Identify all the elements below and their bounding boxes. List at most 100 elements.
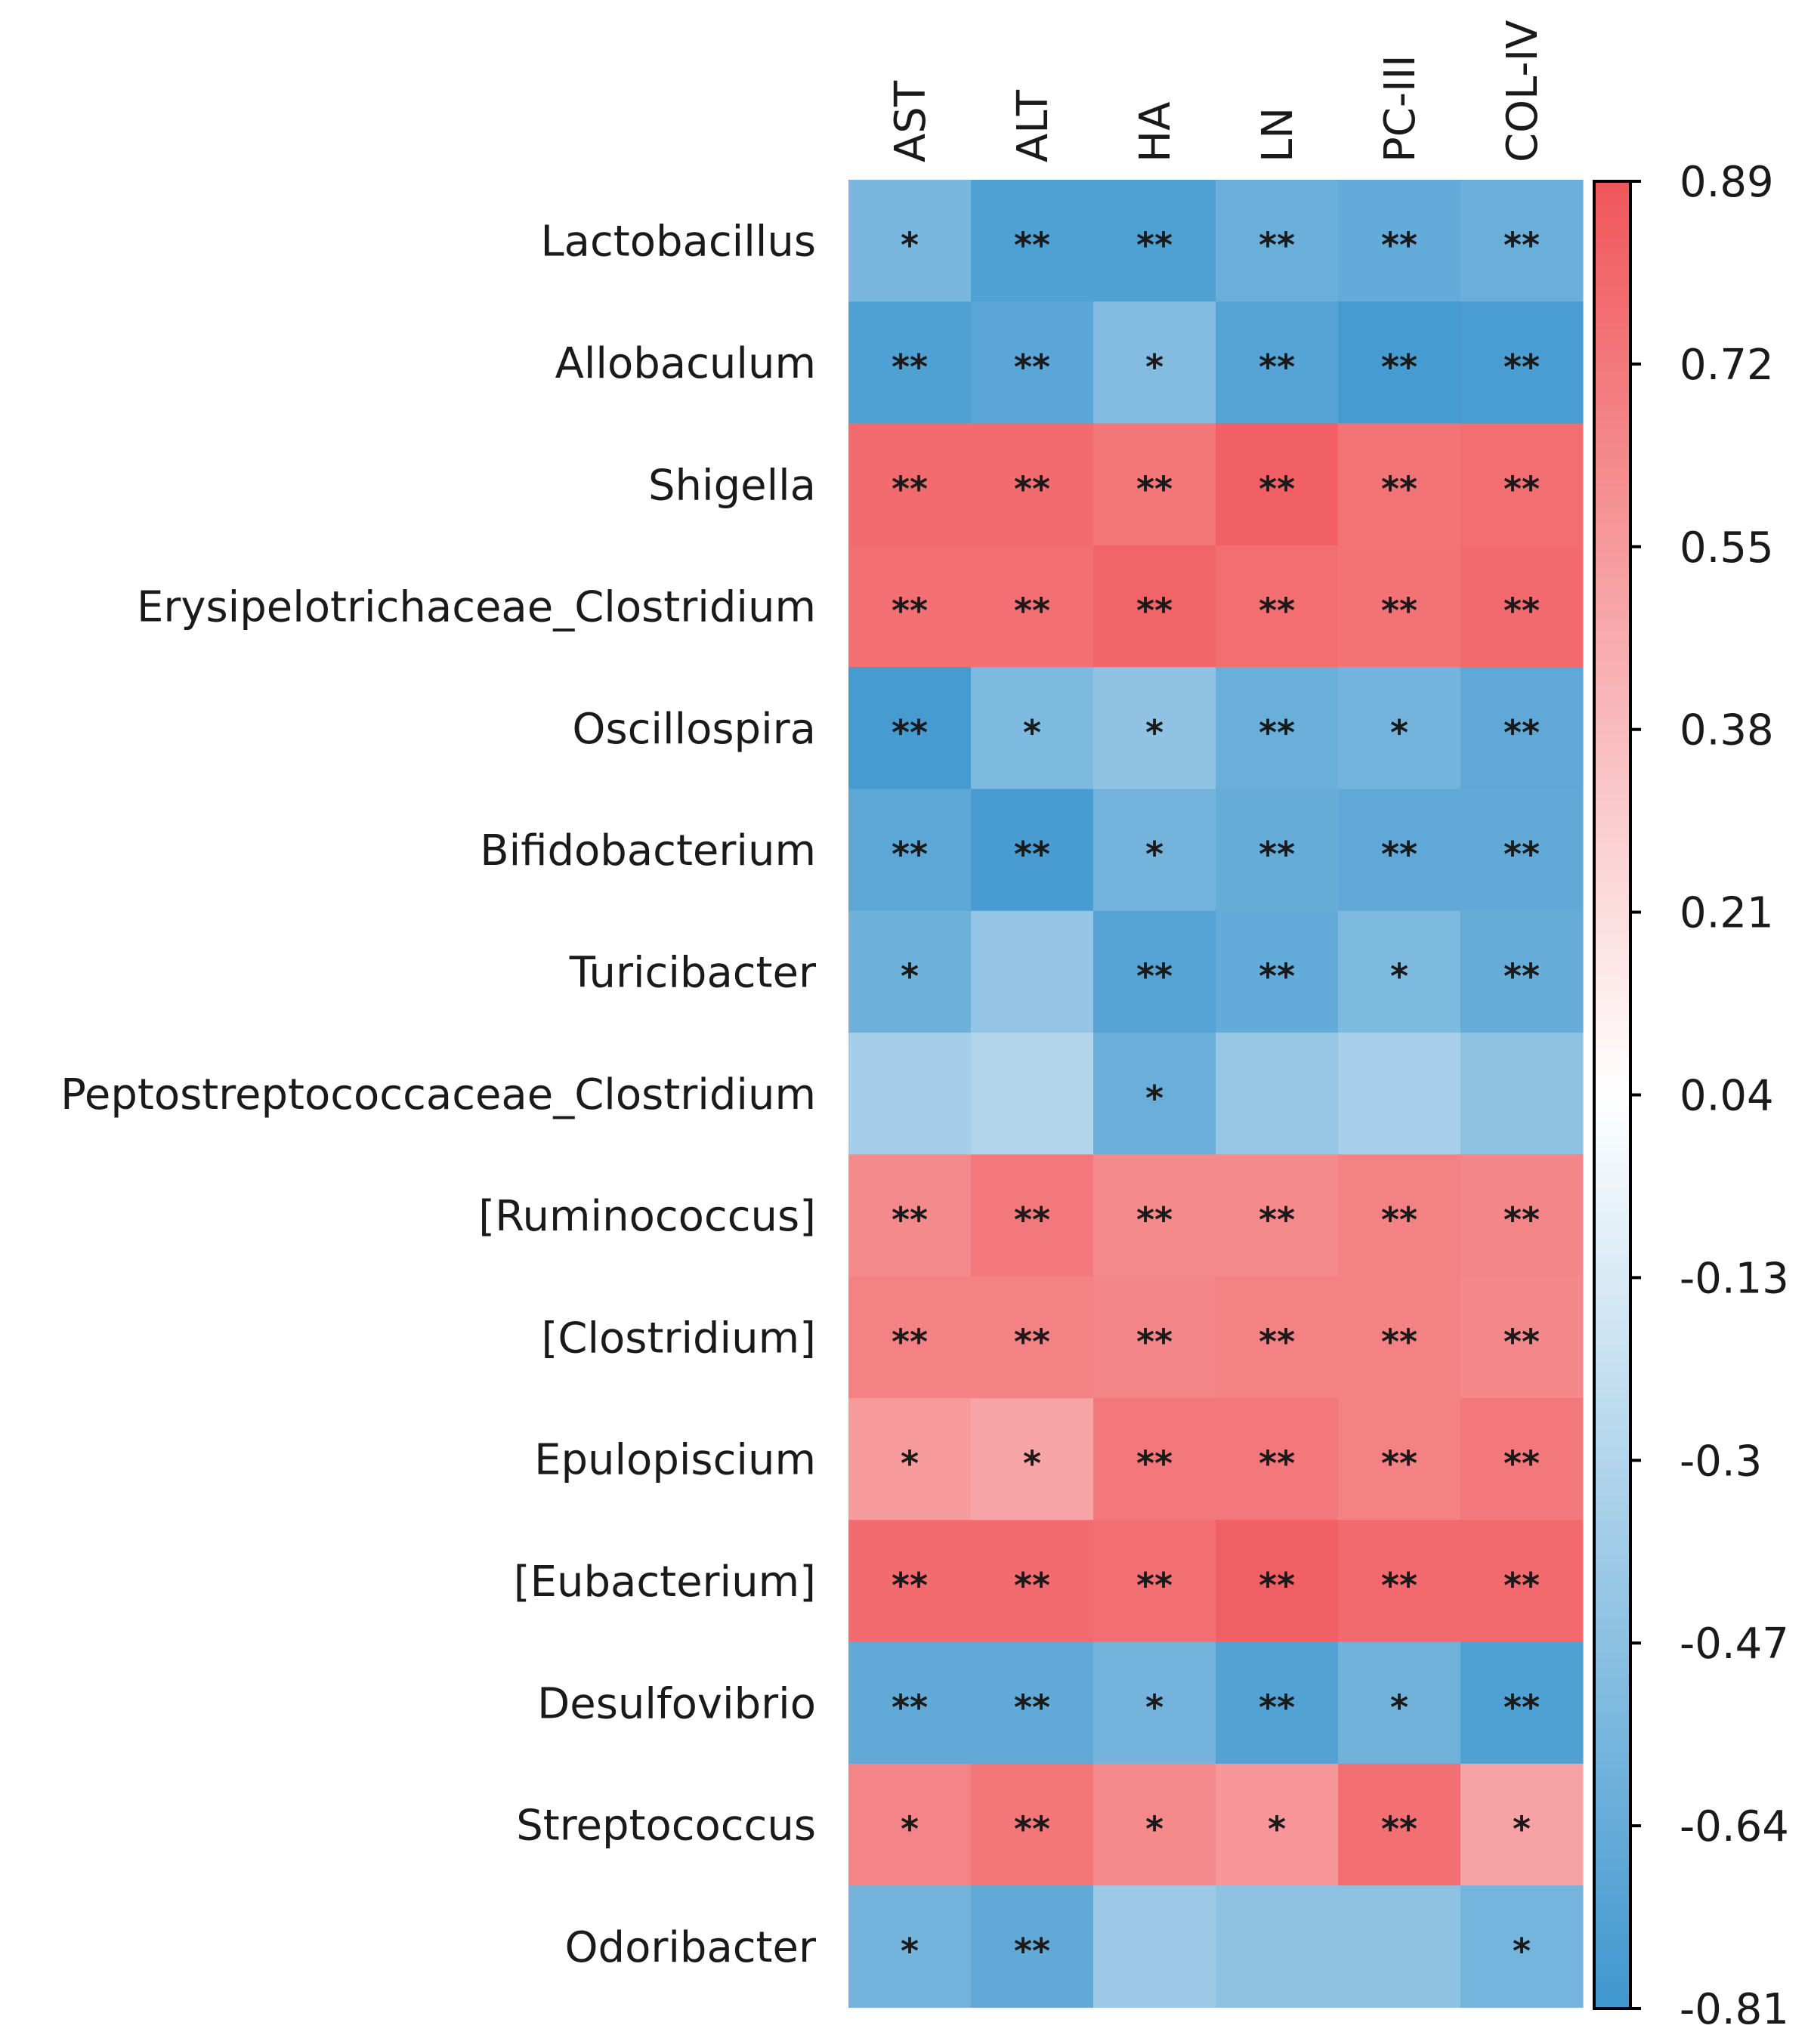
heatmap-cell <box>848 1885 972 2008</box>
heatmap-cell <box>1460 667 1584 790</box>
heatmap-cell <box>1093 667 1216 790</box>
significance-mark: ** <box>1504 1443 1540 1484</box>
heatmap-cell <box>1460 1398 1584 1521</box>
column-label: ALT <box>1009 89 1058 162</box>
heatmap-cell <box>1216 1763 1339 1886</box>
column-labels: AST ALT HA LN PC-III COL-IV <box>886 20 1547 162</box>
significance-mark: ** <box>1136 225 1173 266</box>
colorbar-tick-label: 0.55 <box>1680 523 1774 573</box>
heatmap-cell <box>1216 1154 1339 1277</box>
significance-mark: ** <box>1259 347 1295 387</box>
significance-mark: ** <box>1504 225 1540 266</box>
significance-mark: ** <box>1381 834 1417 875</box>
row-label: [Eubacterium] <box>514 1558 816 1607</box>
row-label: Odoribacter <box>564 1923 817 1972</box>
significance-mark: ** <box>1259 1565 1295 1606</box>
significance-mark: ** <box>1136 956 1173 996</box>
significance-mark: ** <box>1381 468 1417 509</box>
heatmap-cell <box>1460 1763 1584 1886</box>
significance-mark: * <box>1513 1931 1531 1971</box>
significance-mark: ** <box>1381 1321 1417 1362</box>
heatmap-cell <box>971 910 1094 1033</box>
significance-mark: ** <box>1014 591 1050 631</box>
heatmap-cell <box>1093 1033 1216 1155</box>
heatmap-cell <box>848 1033 972 1155</box>
heatmap-cell <box>1093 1520 1216 1643</box>
heatmap-cell <box>1460 789 1584 912</box>
heatmap-cell <box>1216 1641 1339 1765</box>
row-label: Lactobacillus <box>540 218 816 267</box>
row-label: Bifidobacterium <box>480 826 816 875</box>
significance-mark: ** <box>1014 1809 1050 1850</box>
significance-mark: * <box>1023 712 1041 753</box>
column-label: AST <box>886 80 935 162</box>
heatmap-cell <box>1338 1763 1461 1886</box>
colorbar: 0.89 0.72 0.55 0.38 0.21 0.04 -0.13 -0.3 -0.47 -0… <box>1593 158 1789 2034</box>
significance-mark: ** <box>1136 1200 1173 1240</box>
colorbar-tick-label: 0.89 <box>1680 158 1774 207</box>
row-label: Oscillospira <box>572 705 816 754</box>
heatmap-cell <box>1338 545 1461 668</box>
significance-mark: ** <box>1381 347 1417 387</box>
heatmap-cell <box>848 1398 972 1521</box>
heatmap-cell <box>1093 1154 1216 1277</box>
significance-mark: * <box>1390 712 1408 753</box>
significance-mark: ** <box>892 591 928 631</box>
significance-mark: ** <box>892 1565 928 1606</box>
heatmap-cell <box>848 1641 972 1765</box>
heatmap-cell <box>1338 1641 1461 1765</box>
heatmap-cell <box>1093 180 1216 302</box>
significance-mark: ** <box>892 347 928 387</box>
heatmap-cell <box>971 789 1094 912</box>
heatmap-cell <box>971 667 1094 790</box>
significance-mark: ** <box>1381 1443 1417 1484</box>
row-label: Shigella <box>648 461 816 510</box>
heatmap-cell <box>1216 1398 1339 1521</box>
significance-mark: ** <box>1381 591 1417 631</box>
heatmap-cell <box>1460 301 1584 425</box>
heatmap-cell <box>971 1276 1094 1399</box>
significance-mark: ** <box>1504 347 1540 387</box>
significance-mark: ** <box>1381 225 1417 266</box>
heatmap-cell <box>848 1154 972 1277</box>
heatmap-cell <box>1338 1154 1461 1277</box>
colorbar-tick-label: -0.47 <box>1680 1619 1789 1669</box>
heatmap-cell <box>848 545 972 668</box>
significance-mark: * <box>1145 1809 1164 1850</box>
heatmap-cell <box>1338 1520 1461 1643</box>
significance-mark: ** <box>892 1200 928 1240</box>
significance-mark: * <box>1268 1809 1286 1850</box>
heatmap-cell <box>971 1398 1094 1521</box>
heatmap-cell <box>1460 1885 1584 2008</box>
heatmap-cell <box>1460 1033 1584 1155</box>
colorbar-tick-label: 0.21 <box>1680 889 1774 938</box>
heatmap-cell <box>1460 1520 1584 1643</box>
row-label: [Ruminococcus] <box>478 1192 816 1241</box>
row-label: Epulopiscium <box>534 1436 816 1485</box>
heatmap-cell <box>1338 1276 1461 1399</box>
heatmap-cell <box>1216 1885 1339 2008</box>
significance-mark: ** <box>1504 1200 1540 1240</box>
heatmap-cell <box>848 910 972 1033</box>
significance-mark: ** <box>1504 834 1540 875</box>
significance-mark: ** <box>892 834 928 875</box>
heatmap-cell <box>1216 789 1339 912</box>
colorbar-tick-label: 0.38 <box>1680 706 1774 755</box>
significance-mark: * <box>901 225 919 266</box>
significance-mark: * <box>901 1443 919 1484</box>
heatmap-cell <box>971 545 1094 668</box>
significance-mark: * <box>1513 1809 1531 1850</box>
heatmap-cell <box>1093 1276 1216 1399</box>
significance-mark: ** <box>1259 1200 1295 1240</box>
heatmap-cell <box>1093 301 1216 425</box>
significance-mark: * <box>1390 956 1408 996</box>
colorbar-tick-label: -0.81 <box>1680 1985 1789 2034</box>
significance-mark: ** <box>1504 468 1540 509</box>
column-label: PC-III <box>1376 54 1425 162</box>
heatmap-cell <box>1338 1398 1461 1521</box>
significance-mark: * <box>1145 1687 1164 1728</box>
heatmap-cell <box>1338 910 1461 1033</box>
significance-mark: ** <box>1259 468 1295 509</box>
colorbar-tick-label: -0.3 <box>1680 1437 1762 1486</box>
colorbar-tick-label: -0.13 <box>1680 1254 1789 1303</box>
